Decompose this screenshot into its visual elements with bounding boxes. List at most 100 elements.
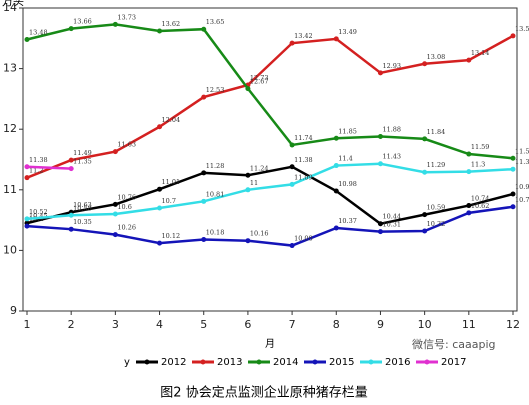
data-label: 11.84	[427, 128, 446, 136]
point	[68, 212, 74, 218]
point	[377, 229, 383, 235]
data-label: 11.52	[515, 147, 529, 155]
point	[333, 36, 339, 42]
x-tick-label: 11	[462, 318, 476, 331]
data-label: 10.32	[427, 220, 446, 228]
series-line	[26, 23, 514, 160]
legend-label: 2014	[273, 357, 298, 368]
series-line	[26, 165, 72, 170]
point	[510, 191, 516, 197]
point	[201, 236, 207, 242]
data-label: 13.08	[427, 53, 446, 61]
data-label: 11.35	[73, 158, 92, 166]
point	[201, 170, 207, 176]
point	[289, 243, 295, 249]
y-tick-label: 9	[10, 304, 17, 317]
data-label: 11.88	[382, 125, 401, 133]
point	[466, 203, 472, 209]
point	[112, 21, 118, 27]
data-label: 10.7	[162, 197, 176, 205]
point	[510, 204, 516, 210]
data-label: 10.58	[73, 204, 92, 212]
legend-dot	[424, 359, 430, 365]
y-axis-label: 万头	[2, 0, 24, 8]
data-label: 11.2	[29, 167, 43, 175]
point	[112, 149, 118, 155]
point	[422, 61, 428, 67]
data-label: 10.12	[162, 232, 181, 240]
data-label: 11.29	[427, 161, 446, 169]
point	[201, 198, 207, 204]
series-line	[26, 205, 514, 247]
point	[68, 26, 74, 32]
point	[377, 161, 383, 167]
plot-frame	[22, 7, 518, 312]
x-tick-label: 5	[200, 318, 207, 331]
legend-dot	[312, 359, 318, 365]
point	[333, 135, 339, 141]
y-tick-label: 10	[3, 243, 17, 256]
point	[157, 205, 163, 211]
chart-title: 图2 协会定点监测企业原种猪存栏量	[160, 385, 367, 401]
legend-dot	[368, 359, 374, 365]
data-label: 11.28	[206, 162, 225, 170]
data-label: 11.09	[294, 173, 313, 181]
point	[68, 166, 74, 172]
point	[422, 228, 428, 234]
point	[112, 201, 118, 207]
data-label: 11.49	[73, 149, 92, 157]
point	[422, 212, 428, 218]
x-tick-label: 4	[156, 318, 163, 331]
data-label: 13.49	[338, 28, 357, 36]
data-label: 10.93	[515, 183, 529, 191]
x-tick-label: 8	[333, 318, 340, 331]
point	[245, 86, 251, 92]
point	[112, 232, 118, 238]
legend-label: 2016	[385, 357, 410, 368]
data-label: 12.04	[162, 116, 181, 124]
x-tick-label: 3	[112, 318, 119, 331]
data-label: 12.67	[250, 78, 269, 86]
data-label: 10.31	[382, 221, 401, 229]
data-label: 10.74	[471, 195, 490, 203]
point	[333, 163, 339, 169]
data-label: 11.01	[162, 178, 181, 186]
data-label: 10.26	[117, 224, 136, 232]
legend-label: 2012	[161, 357, 186, 368]
point	[201, 94, 207, 100]
y-tick-label: 12	[3, 122, 17, 135]
legend-dot	[256, 359, 262, 365]
point	[377, 221, 383, 227]
point	[510, 33, 516, 39]
data-label: 12.53	[206, 86, 225, 94]
point	[157, 28, 163, 34]
x-tick-label: 12	[506, 318, 520, 331]
point	[289, 164, 295, 170]
data-label: 10.76	[117, 193, 136, 201]
point	[466, 57, 472, 63]
data-label: 10.72	[515, 196, 529, 204]
data-label: 11.59	[471, 143, 490, 151]
data-label: 13.14	[471, 49, 490, 57]
data-label: 13.48	[29, 29, 48, 37]
data-label: 10.62	[471, 202, 490, 210]
x-tick-label: 10	[418, 318, 432, 331]
data-label: 11.4	[338, 155, 352, 163]
point	[24, 175, 30, 181]
x-axis-label: 月	[265, 338, 275, 350]
point	[510, 166, 516, 172]
point	[24, 164, 30, 170]
y-tick-label: 14	[3, 1, 17, 14]
legend-label: 2013	[217, 357, 242, 368]
point	[68, 226, 74, 232]
data-label: 11.38	[29, 156, 48, 164]
data-label: 13.42	[294, 32, 313, 40]
x-tick-label: 1	[24, 318, 31, 331]
data-label: 10.08	[294, 235, 313, 243]
data-label: 13.73	[117, 13, 136, 21]
point	[333, 225, 339, 231]
point	[24, 216, 30, 222]
data-label: 10.45	[29, 212, 48, 220]
data-label: 12.93	[382, 62, 401, 70]
data-label: 13.65	[206, 18, 225, 26]
